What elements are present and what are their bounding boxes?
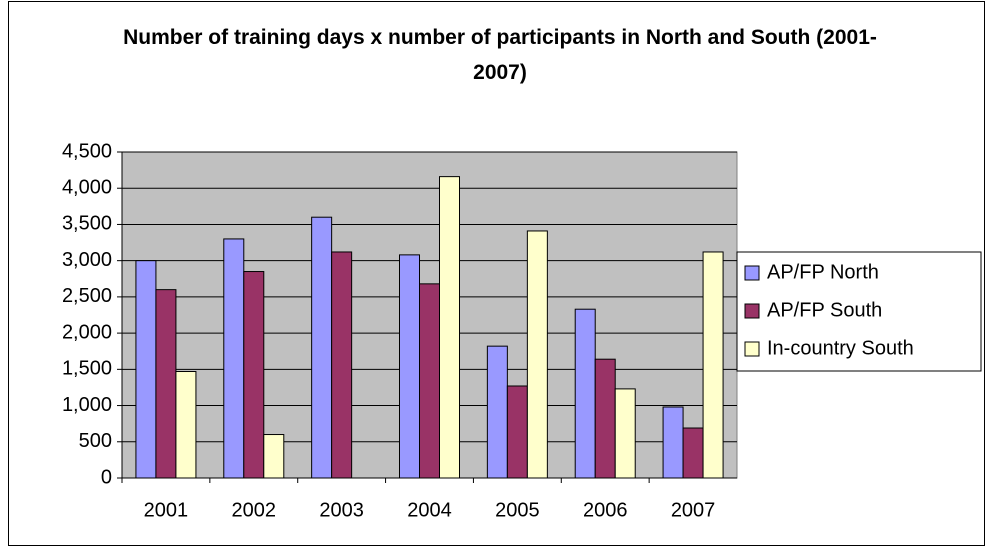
bar	[594, 358, 616, 479]
bar	[439, 176, 460, 479]
legend-box	[736, 251, 982, 372]
legend-label: In-country South	[767, 337, 914, 359]
y-tick-label: 3,000	[62, 249, 112, 271]
y-tick-label: 1,500	[62, 358, 112, 380]
bar	[331, 251, 353, 479]
x-tick-label: 2002	[232, 499, 277, 521]
bar	[702, 251, 724, 479]
bar	[614, 388, 636, 479]
x-tick-label: 2007	[671, 499, 716, 521]
x-tick-label: 2001	[144, 499, 189, 521]
legend-label: AP/FP North	[767, 261, 879, 283]
bar	[223, 238, 245, 479]
bar	[574, 308, 596, 479]
bar	[263, 434, 285, 479]
bar	[243, 271, 265, 479]
bar	[526, 230, 548, 479]
legend-swatch	[744, 341, 760, 357]
bar	[419, 283, 440, 479]
bar	[506, 385, 528, 479]
bar	[399, 254, 420, 479]
y-tick-label: 2,500	[62, 285, 112, 307]
y-tick-label: 500	[79, 430, 112, 452]
x-tick-label: 2006	[583, 499, 628, 521]
y-tick-label: 4,500	[62, 140, 112, 162]
legend-swatch	[744, 265, 760, 281]
bar	[175, 371, 197, 479]
bar	[155, 289, 177, 479]
y-tick-label: 1,000	[62, 394, 112, 416]
legend-swatch	[744, 303, 760, 319]
y-tick-label: 0	[101, 466, 112, 488]
bar	[486, 345, 508, 479]
y-tick-label: 3,500	[62, 213, 112, 235]
bar	[682, 427, 704, 479]
x-tick-label: 2004	[407, 499, 452, 521]
legend-label: AP/FP South	[767, 299, 882, 321]
chart-title: Number of training days x number of part…	[123, 26, 877, 84]
bar	[135, 260, 157, 479]
y-tick-label: 2,000	[62, 321, 112, 343]
bar	[662, 406, 684, 479]
y-tick-label: 4,000	[62, 177, 112, 199]
bar	[311, 216, 333, 479]
x-tick-label: 2003	[319, 499, 364, 521]
x-tick-label: 2005	[495, 499, 540, 521]
